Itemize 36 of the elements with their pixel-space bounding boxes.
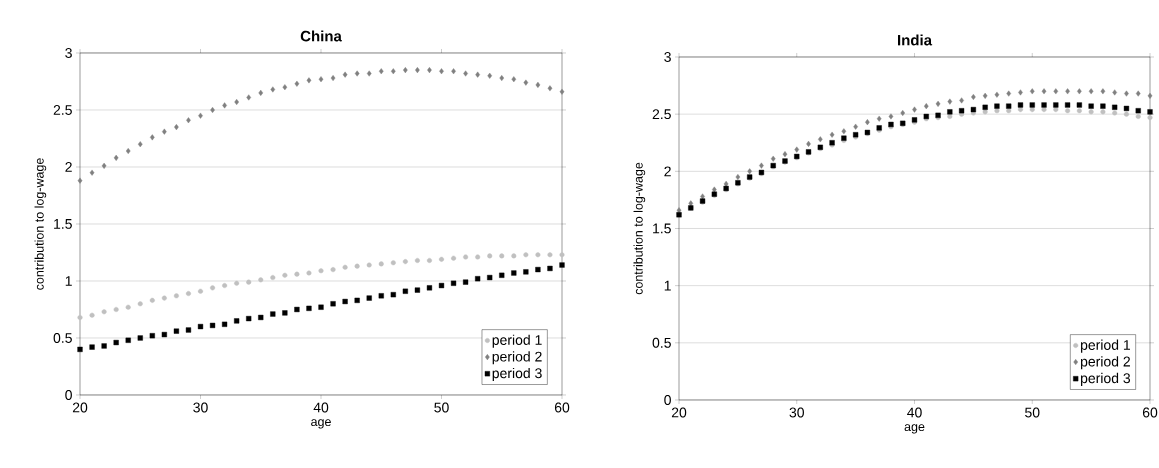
y-tick-label: 1: [664, 280, 671, 291]
legend-label: period 3: [492, 367, 542, 381]
y-tick-label: 1.5: [653, 223, 671, 234]
x-tick-label: 20: [671, 407, 687, 418]
x-tick-label: 30: [789, 407, 804, 418]
x-tick-label: 60: [1142, 407, 1158, 418]
x-tick-label: 60: [554, 402, 570, 413]
x-tick-label: 50: [1025, 407, 1040, 418]
y-tick-label: 1.5: [54, 219, 72, 229]
y-tick-label: 3: [664, 52, 671, 62]
x-tick-label: 40: [907, 407, 922, 418]
y-tick-label: 0: [65, 390, 72, 400]
legend-label: period 1: [1081, 339, 1130, 353]
x-tick-label: 40: [313, 402, 329, 413]
y-tick-label: 0: [664, 395, 671, 405]
y-tick-label: 3: [65, 48, 72, 58]
y-tick-label: 1: [65, 276, 72, 286]
y-tick-label: 2.5: [652, 109, 671, 120]
chart-title: India: [898, 34, 933, 46]
legend-label: period 3: [1081, 372, 1131, 386]
y-axis-title: contribution to log-wage: [633, 162, 646, 295]
legend-label: period 2: [492, 351, 542, 365]
x-axis-title: age: [311, 419, 331, 429]
y-tick-label: 0.5: [53, 333, 72, 343]
legend-label: period 2: [1081, 356, 1130, 370]
chart-title: China: [300, 30, 342, 42]
x-tick-label: 50: [434, 402, 449, 413]
legend-label: period 1: [492, 334, 542, 348]
y-tick-label: 2: [65, 162, 72, 172]
x-tick-label: 30: [193, 402, 208, 413]
x-tick-label: 20: [72, 402, 88, 413]
y-tick-label: 2: [664, 166, 671, 177]
y-tick-label: 2.5: [53, 105, 72, 115]
y-tick-label: 0.5: [652, 337, 671, 348]
y-axis-title: contribution to log-wage: [34, 158, 47, 290]
x-axis-title: age: [904, 424, 925, 434]
